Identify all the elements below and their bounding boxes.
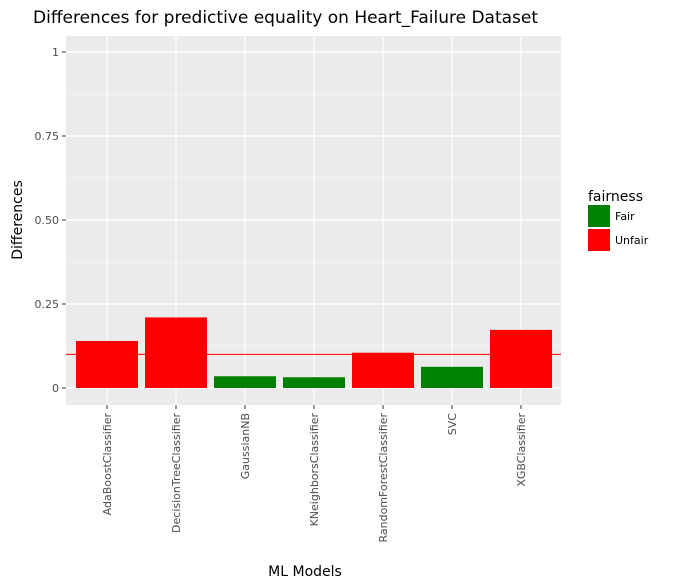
- legend-swatch-unfair: [588, 229, 610, 251]
- bar-svc: [421, 366, 483, 388]
- bar-adaboostclassifier: [76, 340, 138, 388]
- x-tick-label: RandomForestClassifier: [377, 413, 390, 543]
- legend-label-fair: Fair: [615, 210, 635, 223]
- bar-gaussiannb: [214, 376, 276, 388]
- y-tick-label: 0.25: [35, 298, 60, 311]
- y-tick-label: 0.50: [35, 214, 60, 227]
- legend-swatch-fair: [588, 205, 610, 227]
- x-tick-label: AdaBoostClassifier: [101, 413, 114, 516]
- x-axis-ticks: AdaBoostClassifier DecisionTreeClassifier…: [101, 405, 528, 543]
- x-axis-title: ML Models: [268, 564, 342, 580]
- chart-title: Differences for predictive equality on H…: [33, 8, 538, 28]
- x-tick-label: SVC: [446, 413, 459, 436]
- x-tick-label: KNeighborsClassifier: [308, 413, 321, 527]
- y-tick-label: 0.75: [35, 130, 60, 143]
- y-tick-label: 1: [52, 46, 59, 59]
- legend: fairness Fair Unfair: [588, 189, 649, 251]
- y-axis-ticks: 0 0.25 0.50 0.75 1: [35, 46, 66, 395]
- x-tick-label: DecisionTreeClassifier: [170, 413, 183, 533]
- x-tick-label: XGBClassifier: [515, 413, 528, 487]
- legend-title: fairness: [588, 189, 643, 205]
- bar-decisiontreeclassifier: [145, 317, 207, 388]
- legend-label-unfair: Unfair: [615, 234, 649, 247]
- x-tick-label: GaussianNB: [239, 413, 252, 479]
- y-axis-title: Differences: [10, 180, 26, 259]
- bars: [76, 317, 552, 388]
- bar-xgbclassifier: [490, 329, 552, 388]
- bar-kneighborsclassifier: [283, 377, 345, 388]
- y-tick-label: 0: [52, 382, 59, 395]
- bar-randomforestclassifier: [352, 352, 414, 388]
